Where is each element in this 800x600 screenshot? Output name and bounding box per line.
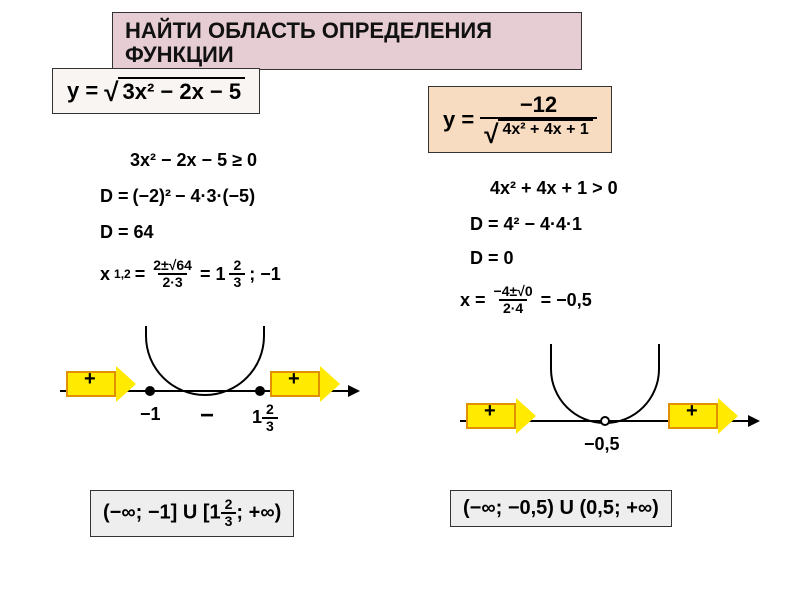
- sqrt-body: 3x² − 2x − 5: [118, 77, 245, 105]
- plus-arrow-left: +: [66, 366, 136, 402]
- right-inequality: 4x² + 4x + 1 > 0: [490, 178, 618, 199]
- frac-num: −12: [516, 93, 561, 117]
- left-d1: D = (−2)² − 4·3·(−5): [100, 186, 255, 207]
- plus-arrow-right-r: +: [668, 398, 738, 434]
- left-x12: x1,2 = 2±√64 2·3 = 1 2 3 ; −1: [100, 258, 281, 291]
- right-x: x = −4±√0 2·4 = −0,5: [460, 284, 592, 317]
- x12-res-frac: 2 3: [229, 258, 245, 291]
- right-function-box: y = −12 √ 4x² + 4x + 1: [428, 86, 612, 153]
- frac-den: √ 4x² + 4x + 1: [480, 117, 597, 146]
- title-box: НАЙТИ ОБЛАСТЬ ОПРЕДЕЛЕНИЯ ФУНКЦИИ: [112, 12, 582, 70]
- plus-arrow-right: +: [270, 366, 340, 402]
- y-label-r: y =: [443, 107, 474, 133]
- title-text: НАЙТИ ОБЛАСТЬ ОПРЕДЕЛЕНИЯ ФУНКЦИИ: [125, 18, 492, 67]
- sqrt-sign: √: [104, 79, 118, 107]
- minus-label: −: [200, 402, 214, 430]
- right-d1: D = 4² − 4·4·1: [470, 214, 582, 235]
- sqrt-expression: √ 3x² − 2x − 5: [104, 77, 245, 105]
- right-answer: (−∞; −0,5) U (0,5; +∞): [450, 490, 672, 527]
- pt-label-r: −0,5: [584, 434, 620, 455]
- sqrt-body-r: 4x² + 4x + 1: [498, 119, 592, 145]
- y-label: y =: [67, 78, 98, 104]
- right-number-line: + + −0,5: [460, 340, 760, 450]
- point-open: [600, 416, 610, 426]
- x12-frac: 2±√64 2·3: [149, 258, 196, 291]
- left-inequality: 3x² − 2x − 5 ≥ 0: [130, 150, 257, 171]
- left-number-line: + + − −1 123: [60, 330, 360, 440]
- left-d2: D = 64: [100, 222, 154, 243]
- parabola-arc: [145, 326, 265, 396]
- left-answer: (−∞; −1] U [123; +∞): [90, 490, 294, 537]
- sqrt-sign-r: √: [484, 121, 498, 147]
- point-minus1: [145, 386, 155, 396]
- pt2-label: 123: [252, 402, 278, 435]
- left-function-box: y = √ 3x² − 2x − 5: [52, 68, 260, 114]
- point-1-2-3: [255, 386, 265, 396]
- plus-arrow-left-r: +: [466, 398, 536, 434]
- right-d2: D = 0: [470, 248, 514, 269]
- fraction: −12 √ 4x² + 4x + 1: [480, 93, 597, 146]
- parabola-arc-r: [550, 344, 660, 424]
- pt1-label: −1: [140, 404, 161, 425]
- right-x-frac: −4±√0 2·4: [490, 284, 537, 317]
